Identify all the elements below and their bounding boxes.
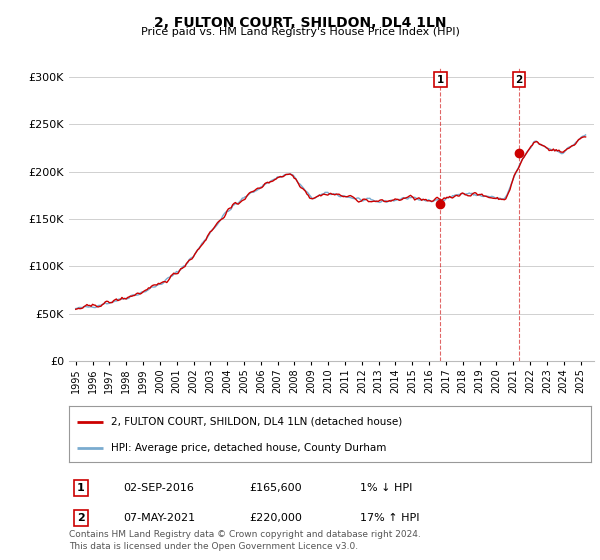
Text: 1: 1	[77, 483, 85, 493]
Text: 07-MAY-2021: 07-MAY-2021	[123, 513, 195, 523]
Text: 1: 1	[437, 74, 444, 85]
Text: 17% ↑ HPI: 17% ↑ HPI	[360, 513, 419, 523]
Text: 2: 2	[515, 74, 523, 85]
Text: 2, FULTON COURT, SHILDON, DL4 1LN: 2, FULTON COURT, SHILDON, DL4 1LN	[154, 16, 446, 30]
Text: £220,000: £220,000	[249, 513, 302, 523]
Text: £165,600: £165,600	[249, 483, 302, 493]
Text: This data is licensed under the Open Government Licence v3.0.: This data is licensed under the Open Gov…	[69, 542, 358, 551]
Text: HPI: Average price, detached house, County Durham: HPI: Average price, detached house, Coun…	[111, 443, 386, 453]
Text: 2, FULTON COURT, SHILDON, DL4 1LN (detached house): 2, FULTON COURT, SHILDON, DL4 1LN (detac…	[111, 417, 402, 427]
Text: 1% ↓ HPI: 1% ↓ HPI	[360, 483, 412, 493]
Text: 2: 2	[77, 513, 85, 523]
Text: Contains HM Land Registry data © Crown copyright and database right 2024.: Contains HM Land Registry data © Crown c…	[69, 530, 421, 539]
Text: Price paid vs. HM Land Registry's House Price Index (HPI): Price paid vs. HM Land Registry's House …	[140, 27, 460, 37]
Text: 02-SEP-2016: 02-SEP-2016	[123, 483, 194, 493]
